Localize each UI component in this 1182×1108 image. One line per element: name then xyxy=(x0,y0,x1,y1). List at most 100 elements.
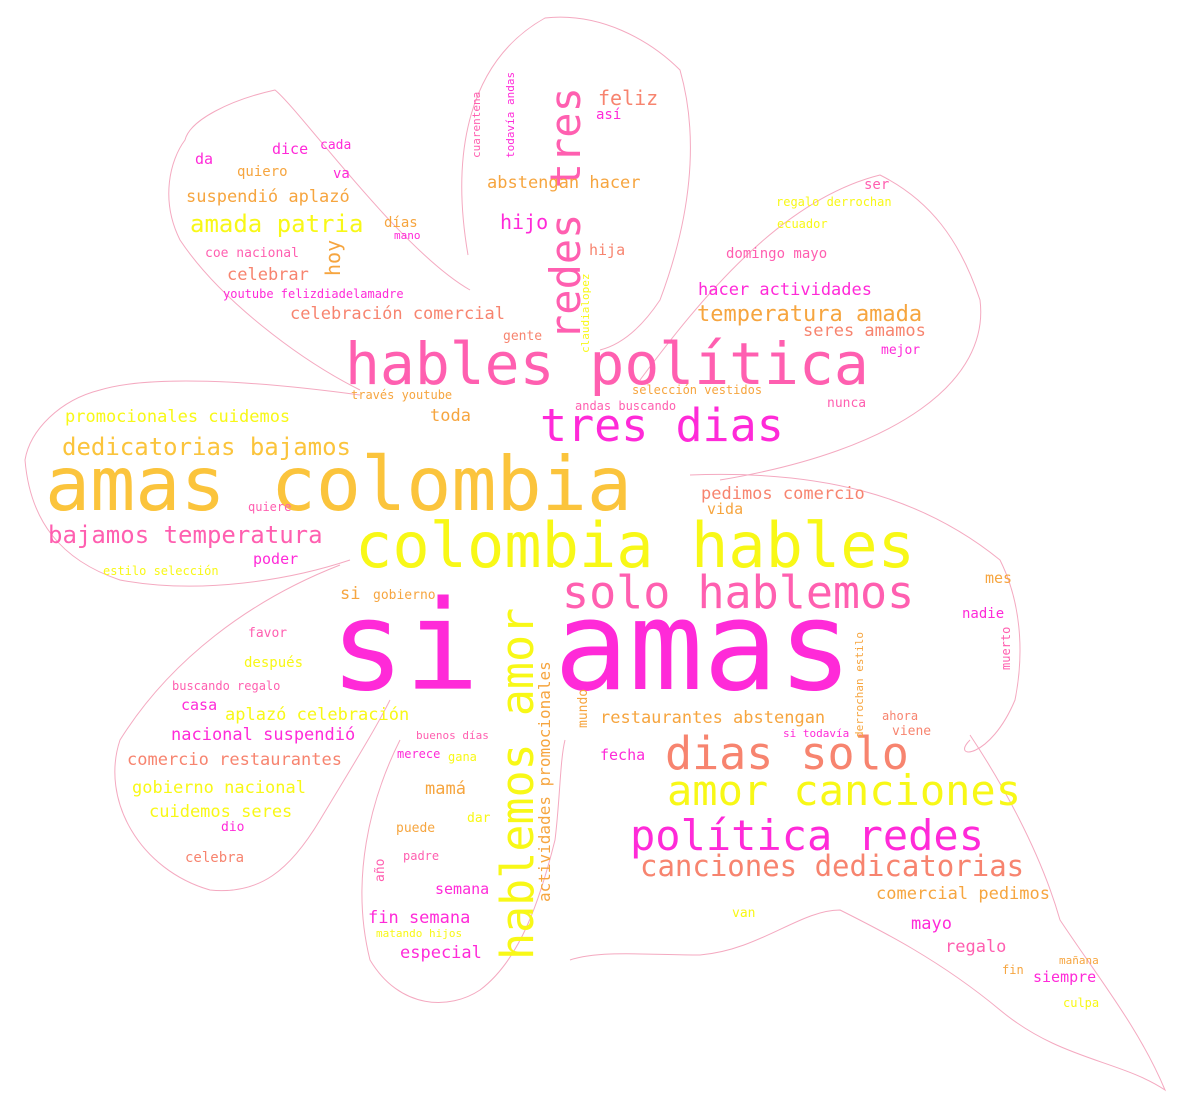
word-merece: merece xyxy=(397,747,441,761)
word-domingo-mayo: domingo mayo xyxy=(726,246,828,262)
word-toda: toda xyxy=(430,406,471,426)
word-mayo: mayo xyxy=(911,914,952,934)
word-politica-redes: política redes xyxy=(630,811,985,860)
word-temperatura-amada: temperatura amada xyxy=(697,302,923,327)
word-culpa: culpa xyxy=(1063,996,1100,1010)
word-manana: mañana xyxy=(1059,954,1099,967)
word-buscando-regalo: buscando regalo xyxy=(172,679,281,693)
word-mundo: mundo xyxy=(576,688,591,728)
word-pedimos-comercio: pedimos comercio xyxy=(701,484,865,504)
petal-top xyxy=(461,16,691,351)
word-hoy: hoy xyxy=(321,239,345,276)
word-hablemos-amor: hablemos amor xyxy=(491,607,544,960)
word-ecuador: ecuador xyxy=(777,217,828,231)
word-amor-canciones: amor canciones xyxy=(667,766,1022,815)
word-dio: dio xyxy=(221,820,245,835)
petal-lower-right xyxy=(569,734,1167,1092)
word-gobierno: gobierno xyxy=(373,588,436,603)
word-seleccion-vestidos: selección vestidos xyxy=(632,383,763,397)
word-derrochan-estilo: derrochan estilo xyxy=(853,632,866,738)
word-tres-dias: tres dias xyxy=(540,399,784,452)
word-hijo: hijo xyxy=(500,210,549,234)
word-si-todavia: si todavía xyxy=(783,727,850,740)
word-solo-hablemos: solo hablemos xyxy=(562,566,915,619)
word-dias-solo: dias solo xyxy=(665,727,909,780)
word-nunca: nunca xyxy=(827,396,867,411)
word-suspendio-aplazo: suspendió aplazó xyxy=(186,187,350,207)
petal-left xyxy=(24,380,361,587)
word-despues: después xyxy=(244,655,304,671)
word-amas-colombia: amas colombia xyxy=(45,440,632,528)
word-si-amas: si amas xyxy=(330,575,853,719)
word-aplazo-celebracion: aplazó celebración xyxy=(225,705,410,725)
petal-right xyxy=(689,473,1021,753)
word-claudialopez: claudialopez xyxy=(579,273,592,353)
word-celebra: celebra xyxy=(185,850,245,866)
word-quiero: quiero xyxy=(237,164,288,180)
word-fin: fin xyxy=(1002,963,1024,977)
word-estilo-seleccion: estilo selección xyxy=(103,564,219,578)
word-traves-youtube: través youtube xyxy=(351,388,453,402)
word-casa: casa xyxy=(181,696,218,714)
word-gana: gana xyxy=(448,750,477,764)
word-quiere: quiere xyxy=(248,500,292,514)
word-buenos-dias: buenos días xyxy=(416,729,489,742)
word-hables-politica: hables política xyxy=(345,330,869,398)
word-mama: mamá xyxy=(425,779,466,799)
word-poder: poder xyxy=(253,550,299,568)
word-colombia-hables: colombia hables xyxy=(355,509,915,582)
word-puede: puede xyxy=(396,821,436,836)
word-abstengan-hacer: abstengan hacer xyxy=(487,173,641,193)
word-mes: mes xyxy=(985,569,1013,587)
word-asi: así xyxy=(596,107,622,123)
word-andas-buscando: andas buscando xyxy=(575,399,677,413)
word-van: van xyxy=(732,906,756,921)
word-padre: padre xyxy=(403,849,440,863)
word-coe-nacional: coe nacional xyxy=(205,246,299,261)
word-dar: dar xyxy=(467,811,491,826)
word-youtube-felizdiadelamadre: youtube felizdiadelamadre xyxy=(223,287,404,301)
word-ahora: ahora xyxy=(882,709,919,723)
word-hacer-actividades: hacer actividades xyxy=(698,280,872,300)
word-da: da xyxy=(195,150,214,168)
word-matando-hijos: matando hijos xyxy=(376,927,463,940)
word-celebracion-comercial: celebración comercial xyxy=(290,304,505,324)
word-regalo-derrochan: regalo derrochan xyxy=(776,195,892,209)
word-promocionales-cuidemos: promocionales cuidemos xyxy=(65,407,291,427)
word-feliz: feliz xyxy=(598,86,659,110)
petal-lower-left xyxy=(114,564,391,892)
word-dice: dice xyxy=(272,140,309,158)
word-va: va xyxy=(333,166,350,182)
word-muerto: muerto xyxy=(999,626,1013,670)
word-hija: hija xyxy=(589,241,626,259)
petal-bottom xyxy=(361,739,566,1003)
word-ser: ser xyxy=(864,177,890,193)
word-regalo: regalo xyxy=(945,937,1007,957)
word-siempre: siempre xyxy=(1033,968,1097,986)
word-bajamos-temperatura: bajamos temperatura xyxy=(48,521,323,549)
word-favor: favor xyxy=(248,626,288,641)
word-ano: año xyxy=(373,858,388,882)
word-especial: especial xyxy=(400,943,482,963)
word-dedicatorias-bajamos: dedicatorias bajamos xyxy=(62,433,351,461)
word-si: si xyxy=(340,584,361,604)
word-todavia-andas: todavía andas xyxy=(504,71,517,158)
word-canciones-dedicatorias: canciones dedicatorias xyxy=(640,849,1025,883)
word-mejor: mejor xyxy=(881,343,921,358)
petal-upper-left xyxy=(168,89,471,391)
word-nacional-suspendio: nacional suspendió xyxy=(171,725,356,745)
word-celebrar: celebrar xyxy=(227,265,309,285)
word-viene: viene xyxy=(892,724,932,739)
word-fecha: fecha xyxy=(600,746,646,764)
petal-upper-right xyxy=(639,174,982,481)
word-cada: cada xyxy=(320,138,352,153)
word-seres-amamos: seres amamos xyxy=(803,321,926,341)
word-cuarentena: cuarentena xyxy=(470,91,483,158)
word-comercial-pedimos: comercial pedimos xyxy=(876,884,1050,904)
word-gobierno-nacional: gobierno nacional xyxy=(132,778,306,798)
word-actividades-promocionales: actividades promocionales xyxy=(535,661,554,902)
word-nadie: nadie xyxy=(962,606,1005,622)
word-cuidemos-seres: cuidemos seres xyxy=(149,802,293,822)
